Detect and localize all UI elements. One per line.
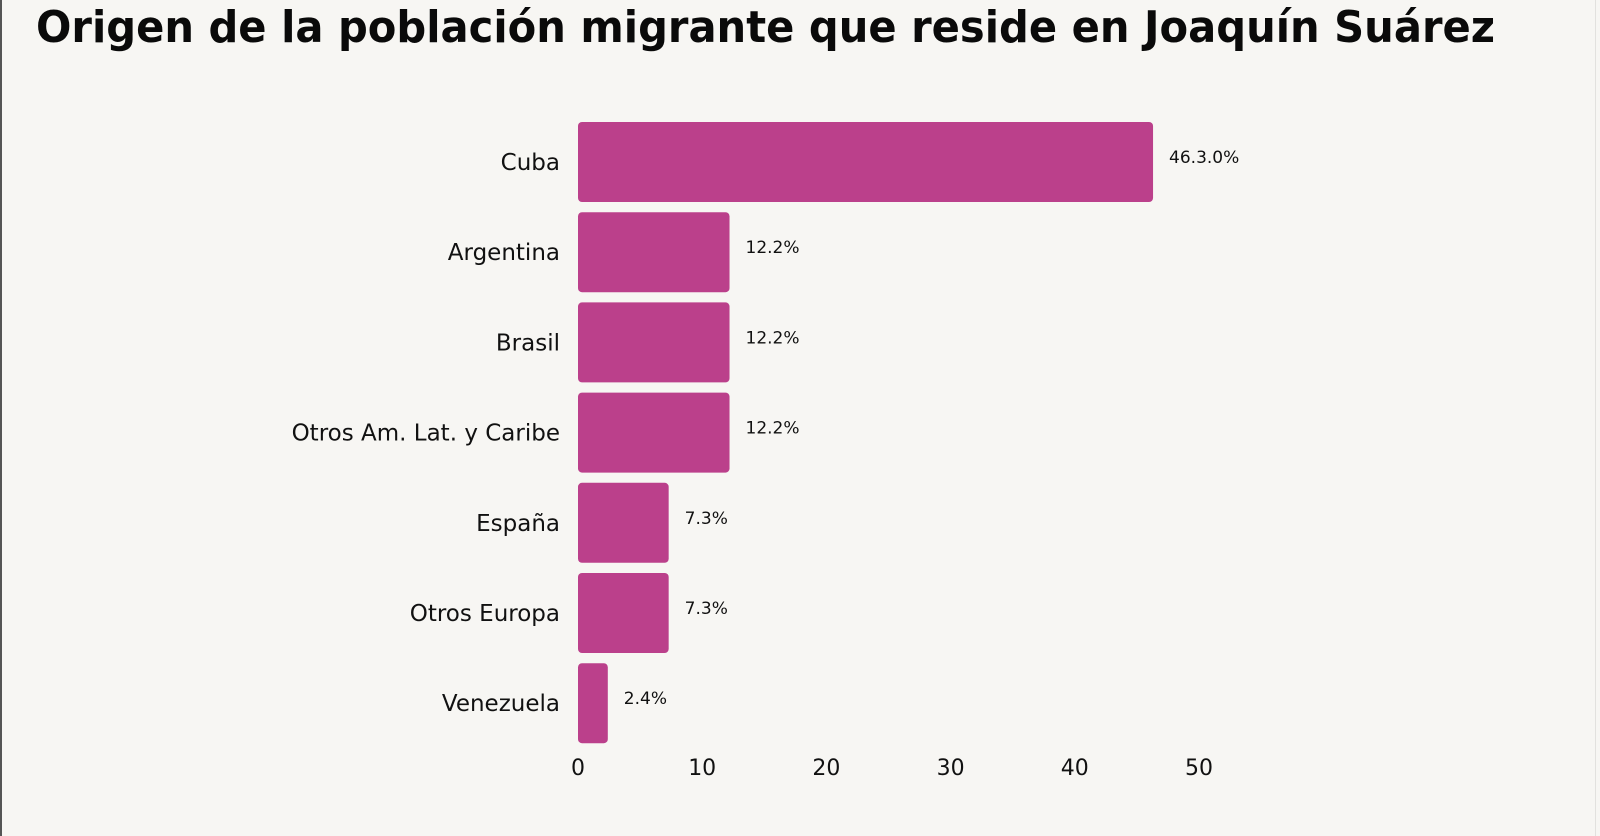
chart-title: Origen de la población migrante que resi… bbox=[36, 2, 1495, 53]
bar-3 bbox=[578, 392, 730, 473]
x-tick-label: 0 bbox=[571, 756, 585, 781]
x-tick-label: 50 bbox=[1185, 756, 1213, 781]
category-label: Cuba bbox=[501, 150, 560, 176]
bar-6 bbox=[578, 663, 608, 744]
data-label: 46.3.0% bbox=[1169, 148, 1239, 168]
data-label: 12.2% bbox=[746, 328, 800, 348]
bar-1 bbox=[578, 212, 730, 293]
data-label: 12.2% bbox=[746, 419, 800, 439]
category-label: Venezuela bbox=[442, 691, 560, 717]
x-tick-label: 20 bbox=[812, 756, 840, 781]
data-label: 7.3% bbox=[685, 509, 728, 529]
x-tick-label: 40 bbox=[1061, 756, 1089, 781]
x-tick-label: 30 bbox=[937, 756, 965, 781]
bar-2 bbox=[578, 302, 730, 383]
bar-0 bbox=[578, 122, 1154, 202]
data-label: 12.2% bbox=[746, 238, 800, 258]
category-label: Otros Am. Lat. y Caribe bbox=[292, 421, 560, 447]
category-label: Otros Europa bbox=[410, 601, 560, 627]
category-label: España bbox=[476, 511, 560, 537]
bar-5 bbox=[578, 573, 669, 653]
category-label: Argentina bbox=[448, 240, 560, 266]
x-tick-label: 10 bbox=[688, 756, 716, 781]
data-label: 7.3% bbox=[685, 599, 728, 619]
category-label: Brasil bbox=[496, 330, 560, 356]
data-label: 2.4% bbox=[624, 689, 667, 709]
bar-4 bbox=[578, 482, 669, 563]
